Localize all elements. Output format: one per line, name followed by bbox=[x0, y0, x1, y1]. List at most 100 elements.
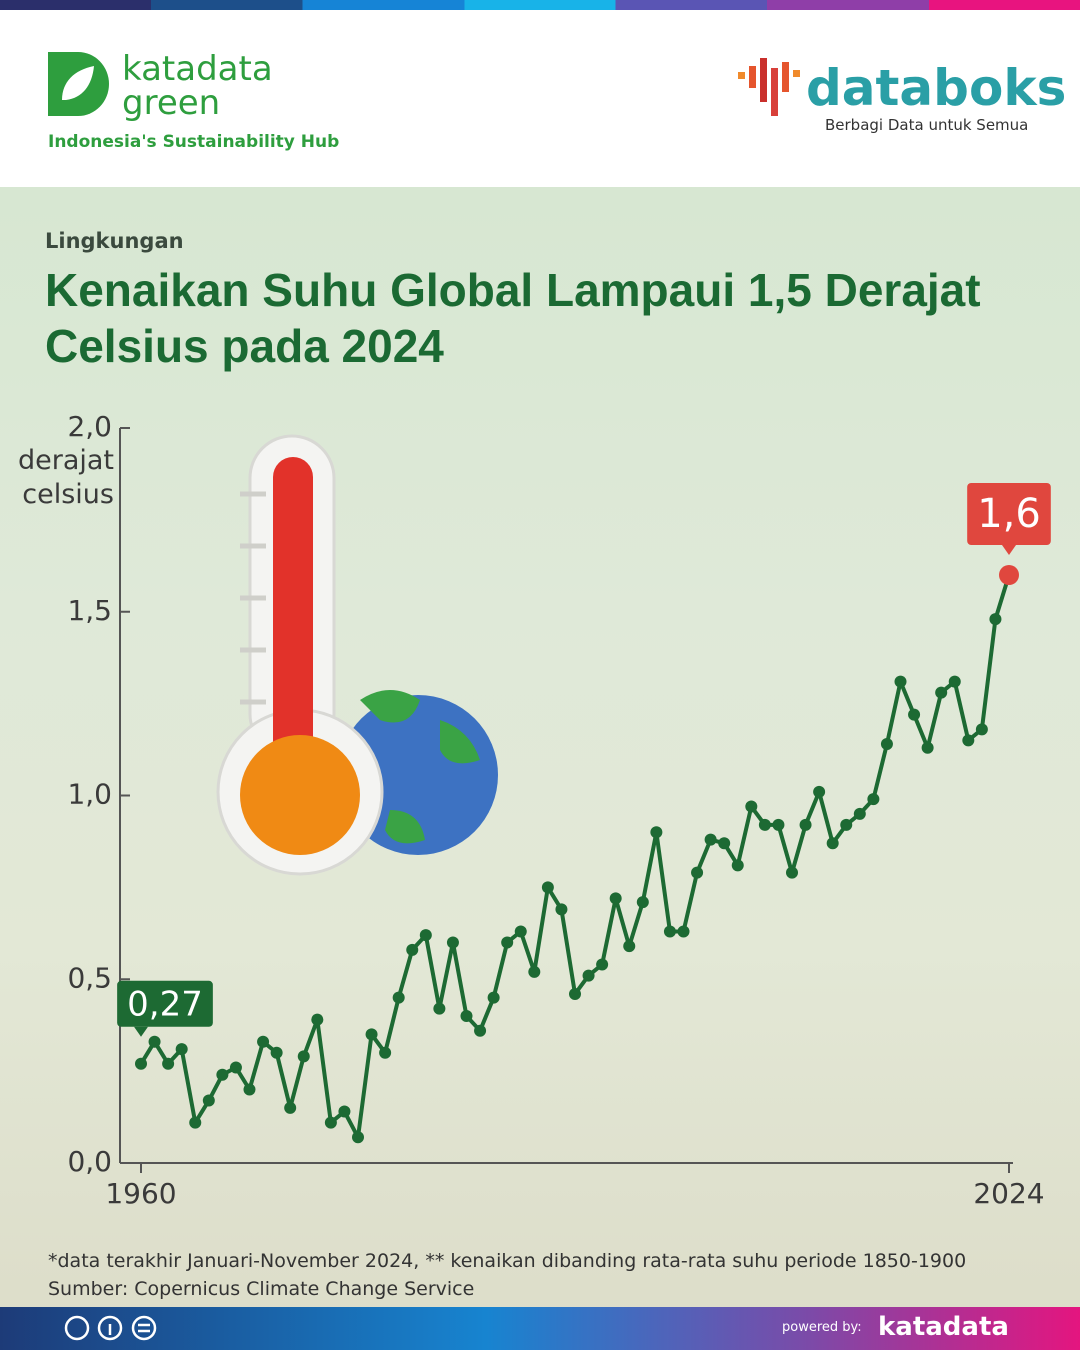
partner-tagline: Berbagi Data untuk Semua bbox=[825, 116, 1029, 134]
data-point bbox=[474, 1024, 487, 1037]
data-point bbox=[419, 929, 432, 942]
data-point bbox=[202, 1094, 215, 1107]
data-point bbox=[826, 837, 839, 850]
category: Lingkungan bbox=[45, 229, 184, 253]
data-point bbox=[406, 943, 419, 956]
value-callout: 0,27 bbox=[117, 980, 213, 1037]
y-tick-label: 0,0 bbox=[67, 1145, 112, 1178]
x-tick-label: 1960 bbox=[105, 1177, 176, 1210]
data-point bbox=[582, 969, 595, 982]
data-point bbox=[216, 1068, 229, 1081]
data-point bbox=[650, 826, 663, 839]
data-point bbox=[772, 818, 785, 831]
data-point bbox=[148, 1035, 161, 1048]
partner-name: databoks bbox=[806, 59, 1067, 117]
powered-brand: katadata bbox=[878, 1312, 1009, 1342]
data-point bbox=[758, 818, 771, 831]
katadata-logo bbox=[48, 52, 109, 116]
callout-box bbox=[117, 980, 213, 1027]
data-point bbox=[257, 1035, 270, 1048]
data-point bbox=[894, 675, 907, 688]
data-point bbox=[745, 800, 758, 813]
data-point bbox=[948, 675, 961, 688]
data-point bbox=[514, 925, 527, 938]
y-tick-label: 1,5 bbox=[67, 594, 112, 627]
source: Sumber: Copernicus Climate Change Servic… bbox=[48, 1278, 475, 1300]
y-tick-label: 2,0 bbox=[67, 410, 112, 443]
footer-bar: powered by: katadata bbox=[0, 1307, 1080, 1350]
data-point bbox=[297, 1050, 310, 1063]
data-point bbox=[718, 837, 731, 850]
data-point bbox=[975, 723, 988, 736]
chart-title: Kenaikan Suhu Global Lampaui 1,5 Derajat… bbox=[45, 264, 981, 372]
data-point bbox=[555, 903, 568, 916]
data-point bbox=[270, 1046, 283, 1059]
databoks-logo bbox=[738, 58, 800, 116]
powered-by: powered by: bbox=[782, 1320, 862, 1335]
header: katadata green Indonesia's Sustainability… bbox=[0, 0, 1080, 187]
data-point bbox=[162, 1057, 175, 1070]
footnote: *data terakhir Januari-November 2024, **… bbox=[48, 1250, 967, 1272]
data-point bbox=[935, 686, 948, 699]
data-point bbox=[541, 881, 554, 894]
brand-line: green bbox=[122, 83, 221, 123]
y-tick-label: 1,0 bbox=[67, 778, 112, 811]
x-tick-label: 2024 bbox=[973, 1177, 1044, 1210]
callout-box bbox=[967, 483, 1051, 545]
callout-pointer bbox=[134, 1026, 148, 1037]
data-point bbox=[175, 1043, 188, 1056]
brand-line: katadata bbox=[122, 49, 273, 89]
data-point bbox=[392, 991, 405, 1004]
data-point bbox=[677, 925, 690, 938]
thermometer-illustration bbox=[216, 434, 498, 876]
data-point bbox=[365, 1028, 378, 1041]
data-point bbox=[487, 991, 500, 1004]
data-point bbox=[636, 896, 649, 909]
data-point bbox=[691, 866, 704, 879]
callout-pointer bbox=[1002, 545, 1016, 555]
y-tick-label: 0,5 bbox=[67, 961, 112, 994]
y-axis-label: derajat celsius bbox=[17, 445, 114, 510]
value-label: 1,6 bbox=[977, 491, 1041, 537]
data-point bbox=[528, 965, 541, 978]
data-point bbox=[311, 1013, 324, 1026]
data-point bbox=[999, 565, 1019, 585]
data-point bbox=[908, 708, 921, 721]
data-point bbox=[189, 1116, 202, 1129]
data-point bbox=[704, 833, 717, 846]
data-point bbox=[338, 1105, 351, 1118]
data-point bbox=[596, 958, 609, 971]
data-point bbox=[446, 936, 459, 949]
data-point bbox=[663, 925, 676, 938]
data-point bbox=[880, 738, 893, 751]
data-point bbox=[623, 940, 636, 953]
data-point bbox=[569, 987, 581, 1000]
data-point bbox=[135, 1057, 147, 1070]
data-point bbox=[460, 1010, 473, 1022]
data-point bbox=[813, 785, 826, 798]
brand-name: katadata green bbox=[122, 52, 273, 120]
data-point bbox=[229, 1061, 242, 1074]
data-point bbox=[840, 818, 853, 831]
data-point bbox=[799, 818, 812, 831]
data-point bbox=[243, 1083, 256, 1096]
data-point bbox=[379, 1046, 392, 1059]
value-callout: 1,6 bbox=[967, 483, 1051, 555]
data-point bbox=[324, 1116, 337, 1129]
license-icons bbox=[64, 1315, 157, 1341]
data-point bbox=[433, 1002, 446, 1015]
data-point bbox=[962, 734, 975, 747]
brand-tagline: Indonesia's Sustainability Hub bbox=[48, 132, 340, 152]
data-point bbox=[352, 1131, 364, 1144]
data-point bbox=[867, 793, 880, 806]
data-point bbox=[989, 613, 1002, 626]
data-point bbox=[609, 892, 622, 905]
data-point bbox=[921, 741, 934, 754]
data-point bbox=[731, 859, 744, 872]
color-stripe bbox=[0, 0, 1080, 10]
data-point bbox=[853, 807, 866, 820]
data-point bbox=[284, 1101, 297, 1114]
value-label: 0,27 bbox=[127, 984, 203, 1024]
